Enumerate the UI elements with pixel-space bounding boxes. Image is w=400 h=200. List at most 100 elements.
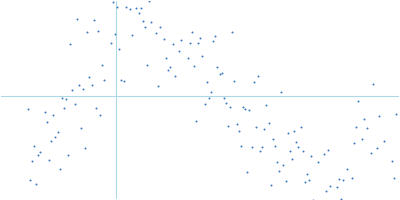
Point <box>27 178 33 181</box>
Point <box>238 145 244 148</box>
Point <box>274 161 280 164</box>
Point <box>208 90 214 93</box>
Point <box>52 135 58 138</box>
Point <box>276 169 282 173</box>
Point <box>370 82 376 85</box>
Point <box>108 42 114 45</box>
Point <box>376 114 383 117</box>
Point <box>122 5 129 9</box>
Point <box>50 113 56 116</box>
Point <box>90 19 97 22</box>
Point <box>280 163 287 166</box>
Point <box>246 108 252 111</box>
Point <box>353 125 359 129</box>
Point <box>336 177 342 180</box>
Point <box>306 178 312 182</box>
Point <box>287 149 293 152</box>
Point <box>146 0 152 3</box>
Point <box>252 125 259 128</box>
Point <box>199 55 206 58</box>
Point <box>304 172 310 176</box>
Point <box>227 106 233 109</box>
Point <box>184 57 191 60</box>
Point <box>300 149 306 152</box>
Point <box>351 142 357 145</box>
Point <box>144 64 150 67</box>
Point <box>297 126 304 129</box>
Point <box>210 39 216 42</box>
Point <box>191 64 197 67</box>
Point <box>212 34 218 37</box>
Point <box>223 101 229 105</box>
Point <box>163 57 170 60</box>
Point <box>268 183 274 187</box>
Point <box>289 157 295 160</box>
Point <box>54 131 61 134</box>
Point <box>97 114 103 117</box>
Point <box>135 11 142 14</box>
Point <box>374 147 380 150</box>
Point <box>389 160 395 163</box>
Point <box>391 176 398 180</box>
Point <box>133 7 140 10</box>
Point <box>206 97 212 100</box>
Point <box>142 25 148 29</box>
Point <box>293 140 300 143</box>
Point <box>120 80 127 83</box>
Point <box>344 168 351 171</box>
Point <box>278 90 284 94</box>
Point <box>112 32 118 35</box>
Point <box>86 76 93 79</box>
Point <box>284 131 291 134</box>
Point <box>265 122 272 125</box>
Point <box>71 103 78 106</box>
Point <box>186 41 193 44</box>
Point <box>218 71 225 74</box>
Point <box>325 149 332 152</box>
Point <box>140 19 146 22</box>
Point <box>65 153 71 156</box>
Point <box>195 41 202 44</box>
Point <box>250 81 257 84</box>
Point <box>148 20 154 23</box>
Point <box>398 179 400 183</box>
Point <box>152 31 159 35</box>
Point <box>114 5 120 8</box>
Point <box>167 66 174 69</box>
Point <box>263 104 270 107</box>
Point <box>248 146 255 149</box>
Point <box>56 167 63 170</box>
Point <box>80 87 86 90</box>
Point <box>334 185 340 188</box>
Point <box>35 153 42 156</box>
Point <box>161 38 167 41</box>
Point <box>295 145 302 148</box>
Point <box>46 158 52 161</box>
Point <box>214 66 220 69</box>
Point <box>368 151 374 154</box>
Point <box>176 49 182 52</box>
Point <box>154 84 161 87</box>
Point <box>257 149 263 153</box>
Point <box>229 31 236 34</box>
Point <box>261 127 268 131</box>
Point <box>61 106 67 109</box>
Point <box>127 7 133 10</box>
Point <box>270 138 276 141</box>
Point <box>340 178 346 181</box>
Point <box>189 30 195 34</box>
Point <box>302 180 308 183</box>
Point <box>48 139 54 143</box>
Point <box>255 75 261 78</box>
Point <box>82 146 88 149</box>
Point <box>63 97 69 100</box>
Point <box>29 159 35 163</box>
Point <box>88 83 95 86</box>
Point <box>157 25 163 28</box>
Point <box>31 145 37 148</box>
Point <box>272 144 278 148</box>
Point <box>116 48 122 51</box>
Point <box>99 64 106 67</box>
Point <box>323 189 329 192</box>
Point <box>129 33 135 36</box>
